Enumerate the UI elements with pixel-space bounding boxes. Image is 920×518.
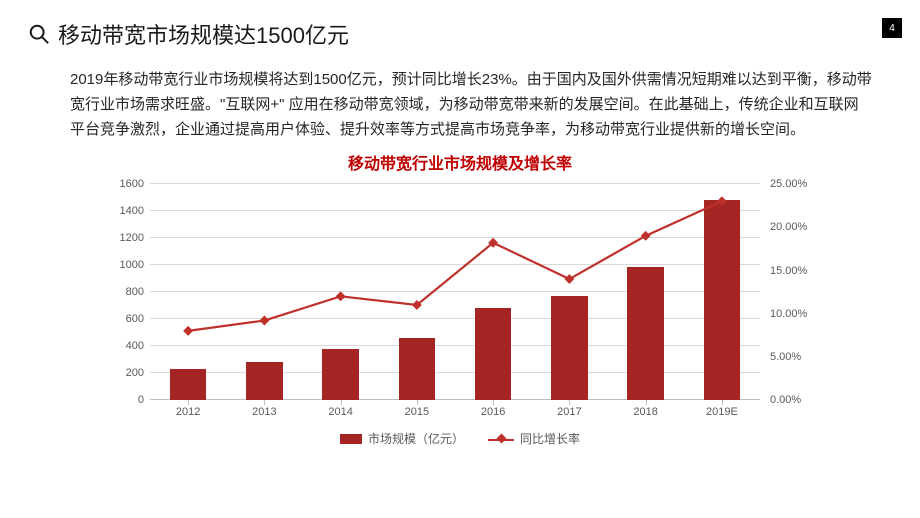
legend: 市场规模（亿元） 同比增长率 (90, 430, 830, 447)
legend-bar-label: 市场规模（亿元） (368, 430, 464, 447)
chart-container: 移动带宽行业市场规模及增长率 0200400600800100012001400… (90, 150, 830, 447)
page-number-badge: 4 (882, 18, 902, 38)
line-series (150, 184, 760, 400)
legend-bar-swatch (340, 434, 362, 444)
header: 移动带宽市场规模达1500亿元 (0, 0, 920, 50)
chart-title: 移动带宽行业市场规模及增长率 (90, 150, 830, 174)
body-paragraph: 2019年移动带宽行业市场规模将达到1500亿元，预计同比增长23%。由于国内及… (70, 68, 872, 142)
legend-bar: 市场规模（亿元） (340, 430, 464, 447)
plot-region (150, 184, 760, 400)
chart-area: 02004006008001000120014001600 0.00%5.00%… (90, 178, 830, 428)
y-axis-left: 02004006008001000120014001600 (90, 184, 148, 400)
legend-line-swatch (488, 434, 514, 444)
y-axis-right: 0.00%5.00%10.00%15.00%20.00%25.00% (764, 184, 830, 400)
x-axis-labels: 20122013201420152016201720182019E (150, 406, 760, 422)
search-icon (28, 23, 50, 45)
page-title: 移动带宽市场规模达1500亿元 (58, 18, 349, 50)
legend-line: 同比增长率 (488, 430, 580, 447)
legend-line-label: 同比增长率 (520, 430, 580, 447)
